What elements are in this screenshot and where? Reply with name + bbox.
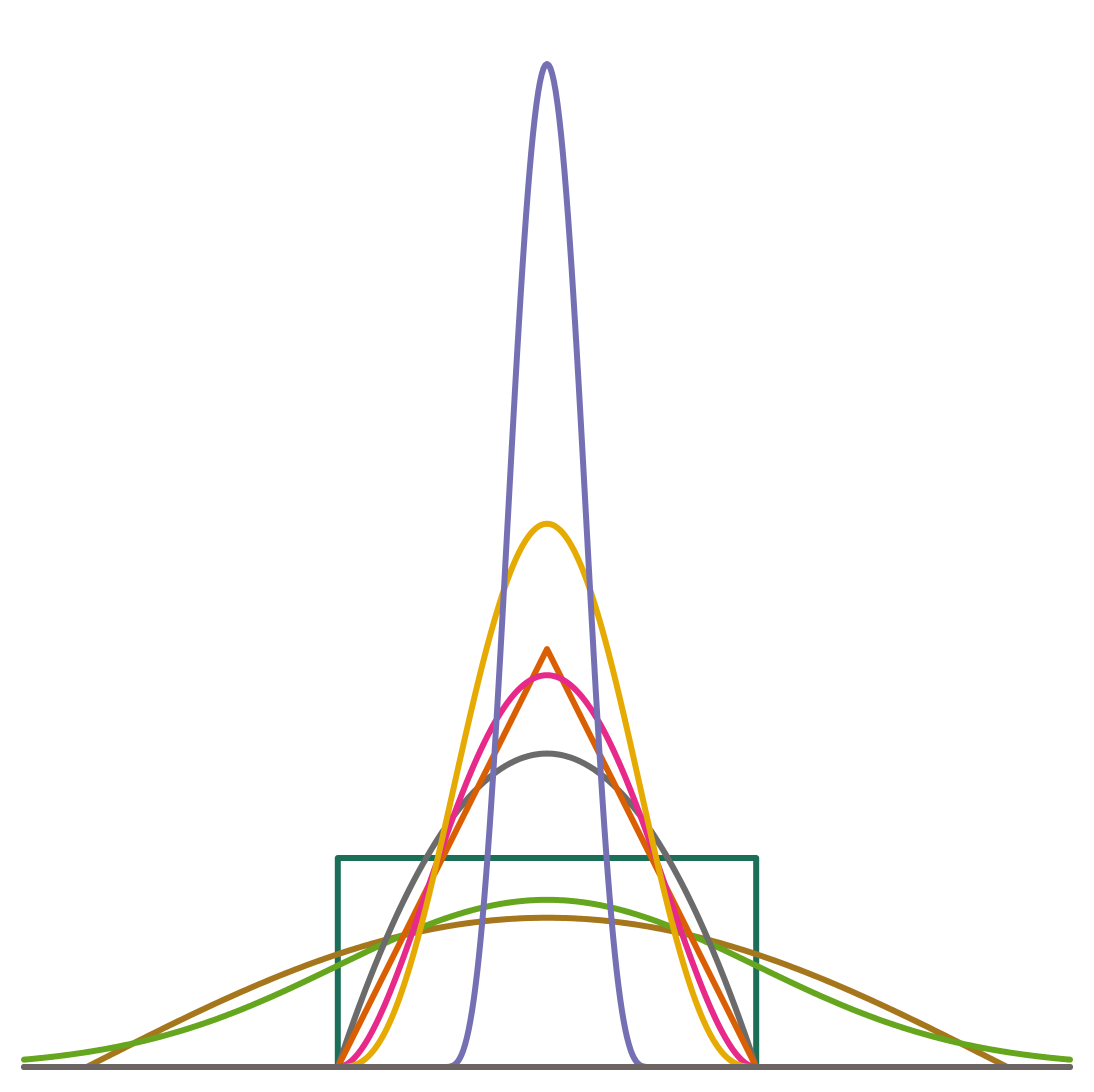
series-line-triweight — [21, 520, 1073, 1070]
series-line-cosine — [83, 914, 1011, 1070]
series-layer — [21, 61, 1073, 1070]
series-line-quartic — [21, 672, 1073, 1070]
series-line-uniform — [21, 855, 1073, 1070]
series-line-gaussian — [21, 896, 1073, 1063]
